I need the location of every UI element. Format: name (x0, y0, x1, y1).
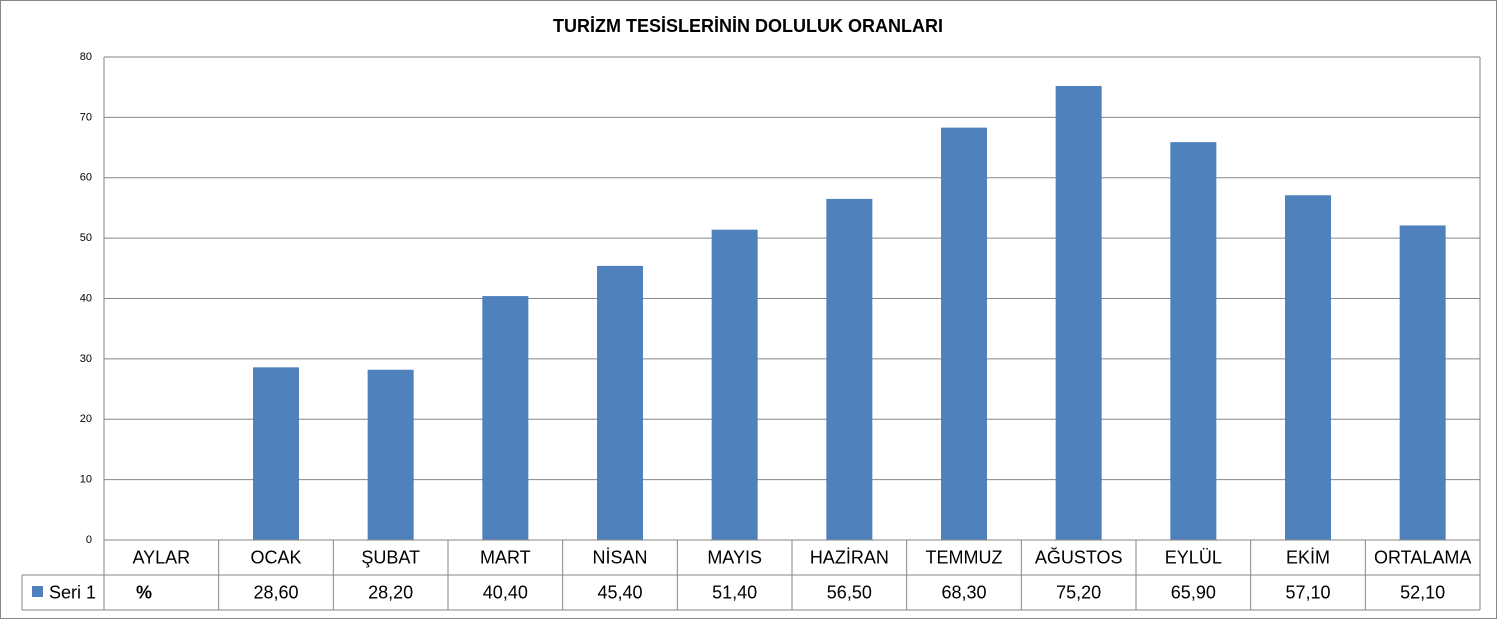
x-tick-label: EKİM (1286, 547, 1330, 567)
y-tick-label: 70 (80, 111, 92, 123)
x-tick-label: OCAK (250, 547, 301, 567)
x-tick-label: AYLAR (132, 547, 190, 567)
y-tick-label: 40 (80, 292, 92, 304)
chart-title: TURİZM TESİSLERİNİN DOLULUK ORANLARI (553, 16, 943, 36)
x-tick-label: TEMMUZ (926, 547, 1003, 567)
table-value: 65,90 (1171, 582, 1216, 602)
x-tick-label: MART (480, 547, 531, 567)
bar (1055, 85, 1102, 540)
table-value: 52,10 (1400, 582, 1445, 602)
bar (597, 265, 643, 540)
table-value: 40,40 (483, 582, 528, 602)
legend-swatch (32, 586, 43, 597)
x-tick-label: ŞUBAT (361, 547, 420, 567)
x-tick-label: ORTALAMA (1374, 547, 1471, 567)
bar (711, 229, 758, 541)
y-tick-label: 50 (80, 232, 92, 244)
table-value: 75,20 (1056, 582, 1101, 602)
x-tick-label: MAYIS (707, 547, 762, 567)
y-tick-label: 20 (80, 413, 92, 425)
table-value: 51,40 (712, 582, 757, 602)
bar (1170, 142, 1217, 540)
bar (1399, 225, 1446, 541)
x-tick-label: AĞUSTOS (1035, 546, 1123, 567)
table-value: % (136, 582, 152, 602)
bar (367, 369, 414, 540)
table-value: 57,10 (1285, 582, 1330, 602)
table-value: 28,20 (368, 582, 413, 602)
y-tick-label: 0 (86, 534, 92, 546)
table-value: 56,50 (827, 582, 872, 602)
bar (826, 198, 873, 540)
bar (253, 367, 299, 540)
bar (1285, 195, 1331, 541)
bar (482, 296, 529, 540)
table-value: 68,30 (941, 582, 986, 602)
x-tick-label: HAZİRAN (810, 547, 889, 567)
legend-label: Seri 1 (49, 582, 96, 602)
table-value: 45,40 (597, 582, 642, 602)
table-value: 28,60 (253, 582, 298, 602)
x-tick-label: NİSAN (592, 547, 647, 567)
x-tick-label: EYLÜL (1165, 547, 1222, 567)
y-tick-label: 80 (80, 51, 92, 63)
y-tick-label: 30 (80, 353, 92, 365)
bar (941, 127, 987, 541)
y-tick-label: 60 (80, 172, 92, 184)
y-tick-label: 10 (80, 474, 92, 486)
